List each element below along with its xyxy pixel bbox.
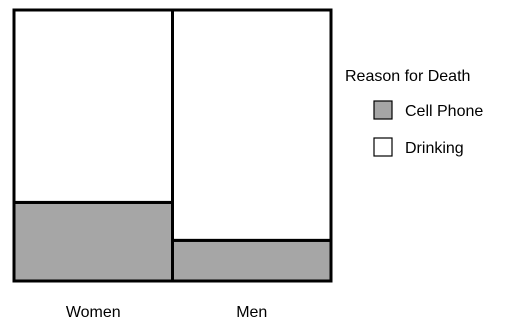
category-label-women: Women bbox=[66, 304, 121, 321]
bar-segment-women-cell-phone bbox=[12, 200, 174, 283]
plot-frame bbox=[12, 8, 333, 283]
bar-segment-men-drinking bbox=[171, 8, 333, 242]
legend-swatch-cell-phone bbox=[373, 100, 393, 120]
legend-swatch-drinking bbox=[373, 137, 393, 157]
plot-area bbox=[12, 8, 333, 283]
legend-label-drinking: Drinking bbox=[405, 140, 464, 157]
bar-segment-men-cell-phone bbox=[171, 238, 333, 283]
legend-title: Reason for Death bbox=[345, 68, 470, 85]
bar-segment-women-drinking bbox=[12, 8, 174, 204]
legend-label-cell-phone: Cell Phone bbox=[405, 103, 483, 120]
category-label-men: Men bbox=[236, 304, 267, 321]
category-labels: Women Men bbox=[66, 304, 267, 321]
legend: Reason for Death Cell Phone Drinking bbox=[345, 68, 483, 157]
